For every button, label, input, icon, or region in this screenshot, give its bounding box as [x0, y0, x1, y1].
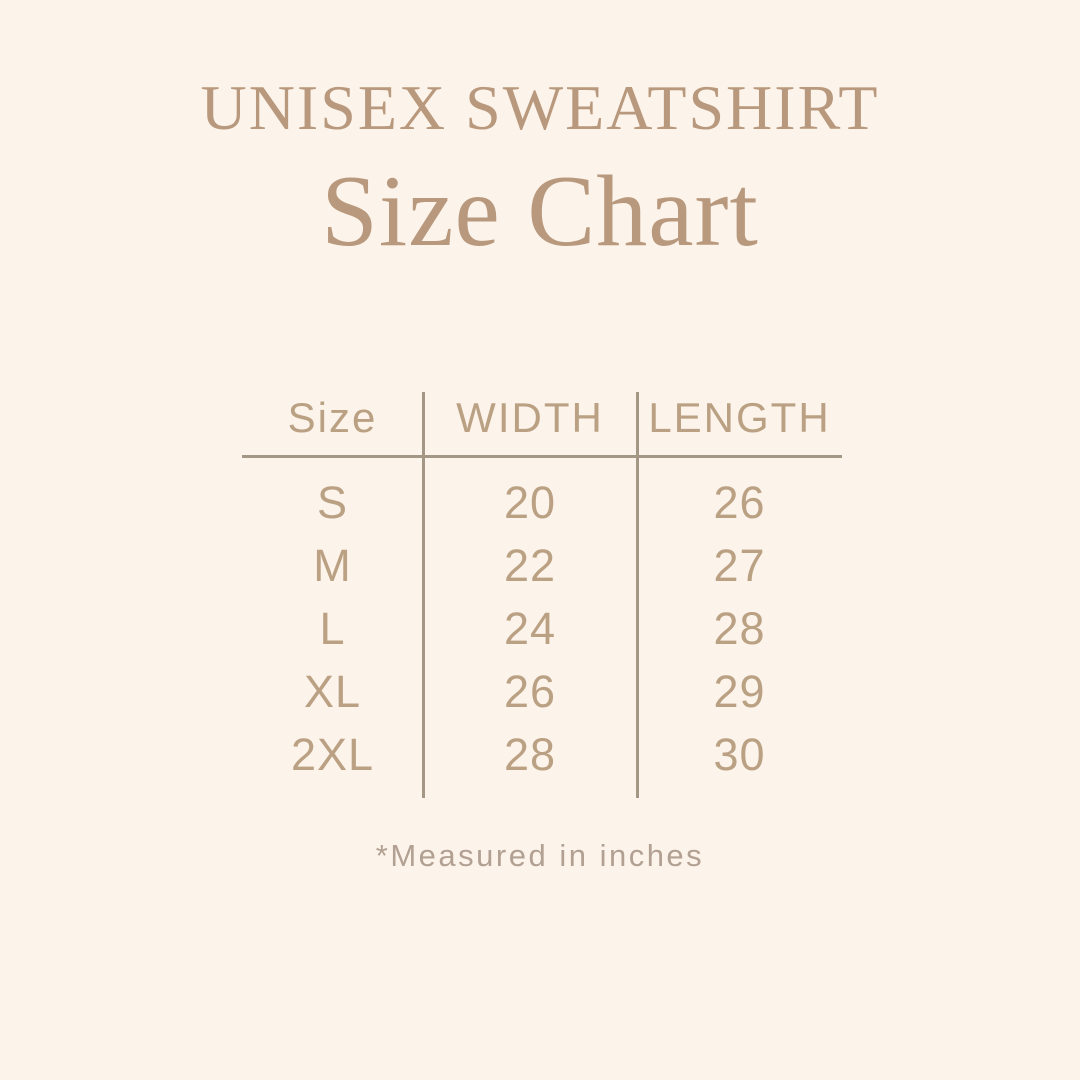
column-divider-left: [422, 392, 425, 798]
product-type-heading: UNISEX SWEATSHIRT: [200, 72, 880, 143]
measurement-note: *Measured in inches: [375, 838, 705, 873]
size-label: 2XL: [290, 728, 375, 780]
width-value: 26: [503, 665, 557, 717]
length-value: 30: [713, 728, 766, 780]
size-label: L: [319, 602, 346, 654]
column-divider-right: [636, 392, 639, 798]
table-row-m: M 22 27: [242, 534, 842, 597]
width-value: 24: [503, 602, 557, 654]
size-label: S: [316, 476, 348, 528]
width-value: 28: [503, 728, 557, 780]
column-header-width: WIDTH: [456, 393, 604, 441]
table-header-row: Size WIDTH LENGTH: [242, 380, 842, 455]
column-header-length: LENGTH: [648, 393, 831, 441]
size-table: Size WIDTH LENGTH S 20 26 M 22 27 L 24 2…: [242, 380, 842, 810]
width-value: 20: [503, 476, 557, 528]
column-header-size: Size: [287, 393, 378, 441]
width-value: 22: [503, 539, 557, 591]
size-label: M: [313, 539, 352, 591]
length-value: 28: [713, 602, 766, 654]
length-value: 29: [713, 665, 766, 717]
table-row-l: L 24 28: [242, 597, 842, 660]
size-label: XL: [303, 665, 362, 717]
length-value: 26: [713, 476, 766, 528]
table-body: S 20 26 M 22 27 L 24 28 XL 26 29 2XL: [242, 458, 842, 786]
table-row-xl: XL 26 29: [242, 660, 842, 723]
table-row-s: S 20 26: [242, 471, 842, 534]
table-row-2xl: 2XL 28 30: [242, 723, 842, 786]
header-rule: [242, 455, 842, 458]
page-title: Size Chart: [321, 155, 759, 268]
length-value: 27: [713, 539, 766, 591]
